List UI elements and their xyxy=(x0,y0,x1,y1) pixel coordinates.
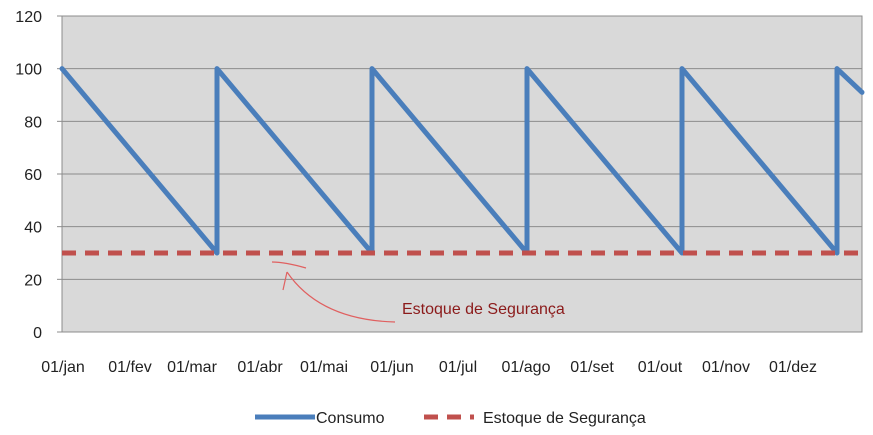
x-tick-label: 01/jul xyxy=(439,359,477,376)
x-tick-label: 01/set xyxy=(570,359,614,376)
y-tick-label: 100 xyxy=(15,62,42,79)
y-tick-label: 0 xyxy=(33,325,42,342)
x-tick-label: 01/jun xyxy=(370,359,414,376)
y-tick-label: 60 xyxy=(24,167,42,184)
x-tick-label: 01/fev xyxy=(108,359,152,376)
annotation-arrow-head-2 xyxy=(271,261,307,269)
annotation-arrow xyxy=(286,271,396,323)
x-tick-label: 01/abr xyxy=(237,359,283,376)
y-tick-label: 40 xyxy=(24,220,42,237)
x-tick-label: 01/mai xyxy=(300,359,348,376)
x-tick-label: 01/nov xyxy=(702,359,750,376)
x-tick-label: 01/out xyxy=(638,359,683,376)
legend-label-consumo: Consumo xyxy=(316,410,385,427)
series-line-consumo xyxy=(59,66,865,256)
annotation-arrow-head-1 xyxy=(282,271,288,291)
y-tick-label: 120 xyxy=(15,9,42,26)
x-tick-label: 01/ago xyxy=(502,359,551,376)
x-tick-label: 01/mar xyxy=(167,359,217,376)
y-tick-label: 20 xyxy=(24,272,42,289)
x-tick-label: 01/dez xyxy=(769,359,817,376)
annotation-label: Estoque de Segurança xyxy=(402,301,565,318)
legend-label-estoque: Estoque de Segurança xyxy=(483,410,646,427)
y-tick-label: 80 xyxy=(24,114,42,131)
x-tick-label: 01/jan xyxy=(41,359,85,376)
